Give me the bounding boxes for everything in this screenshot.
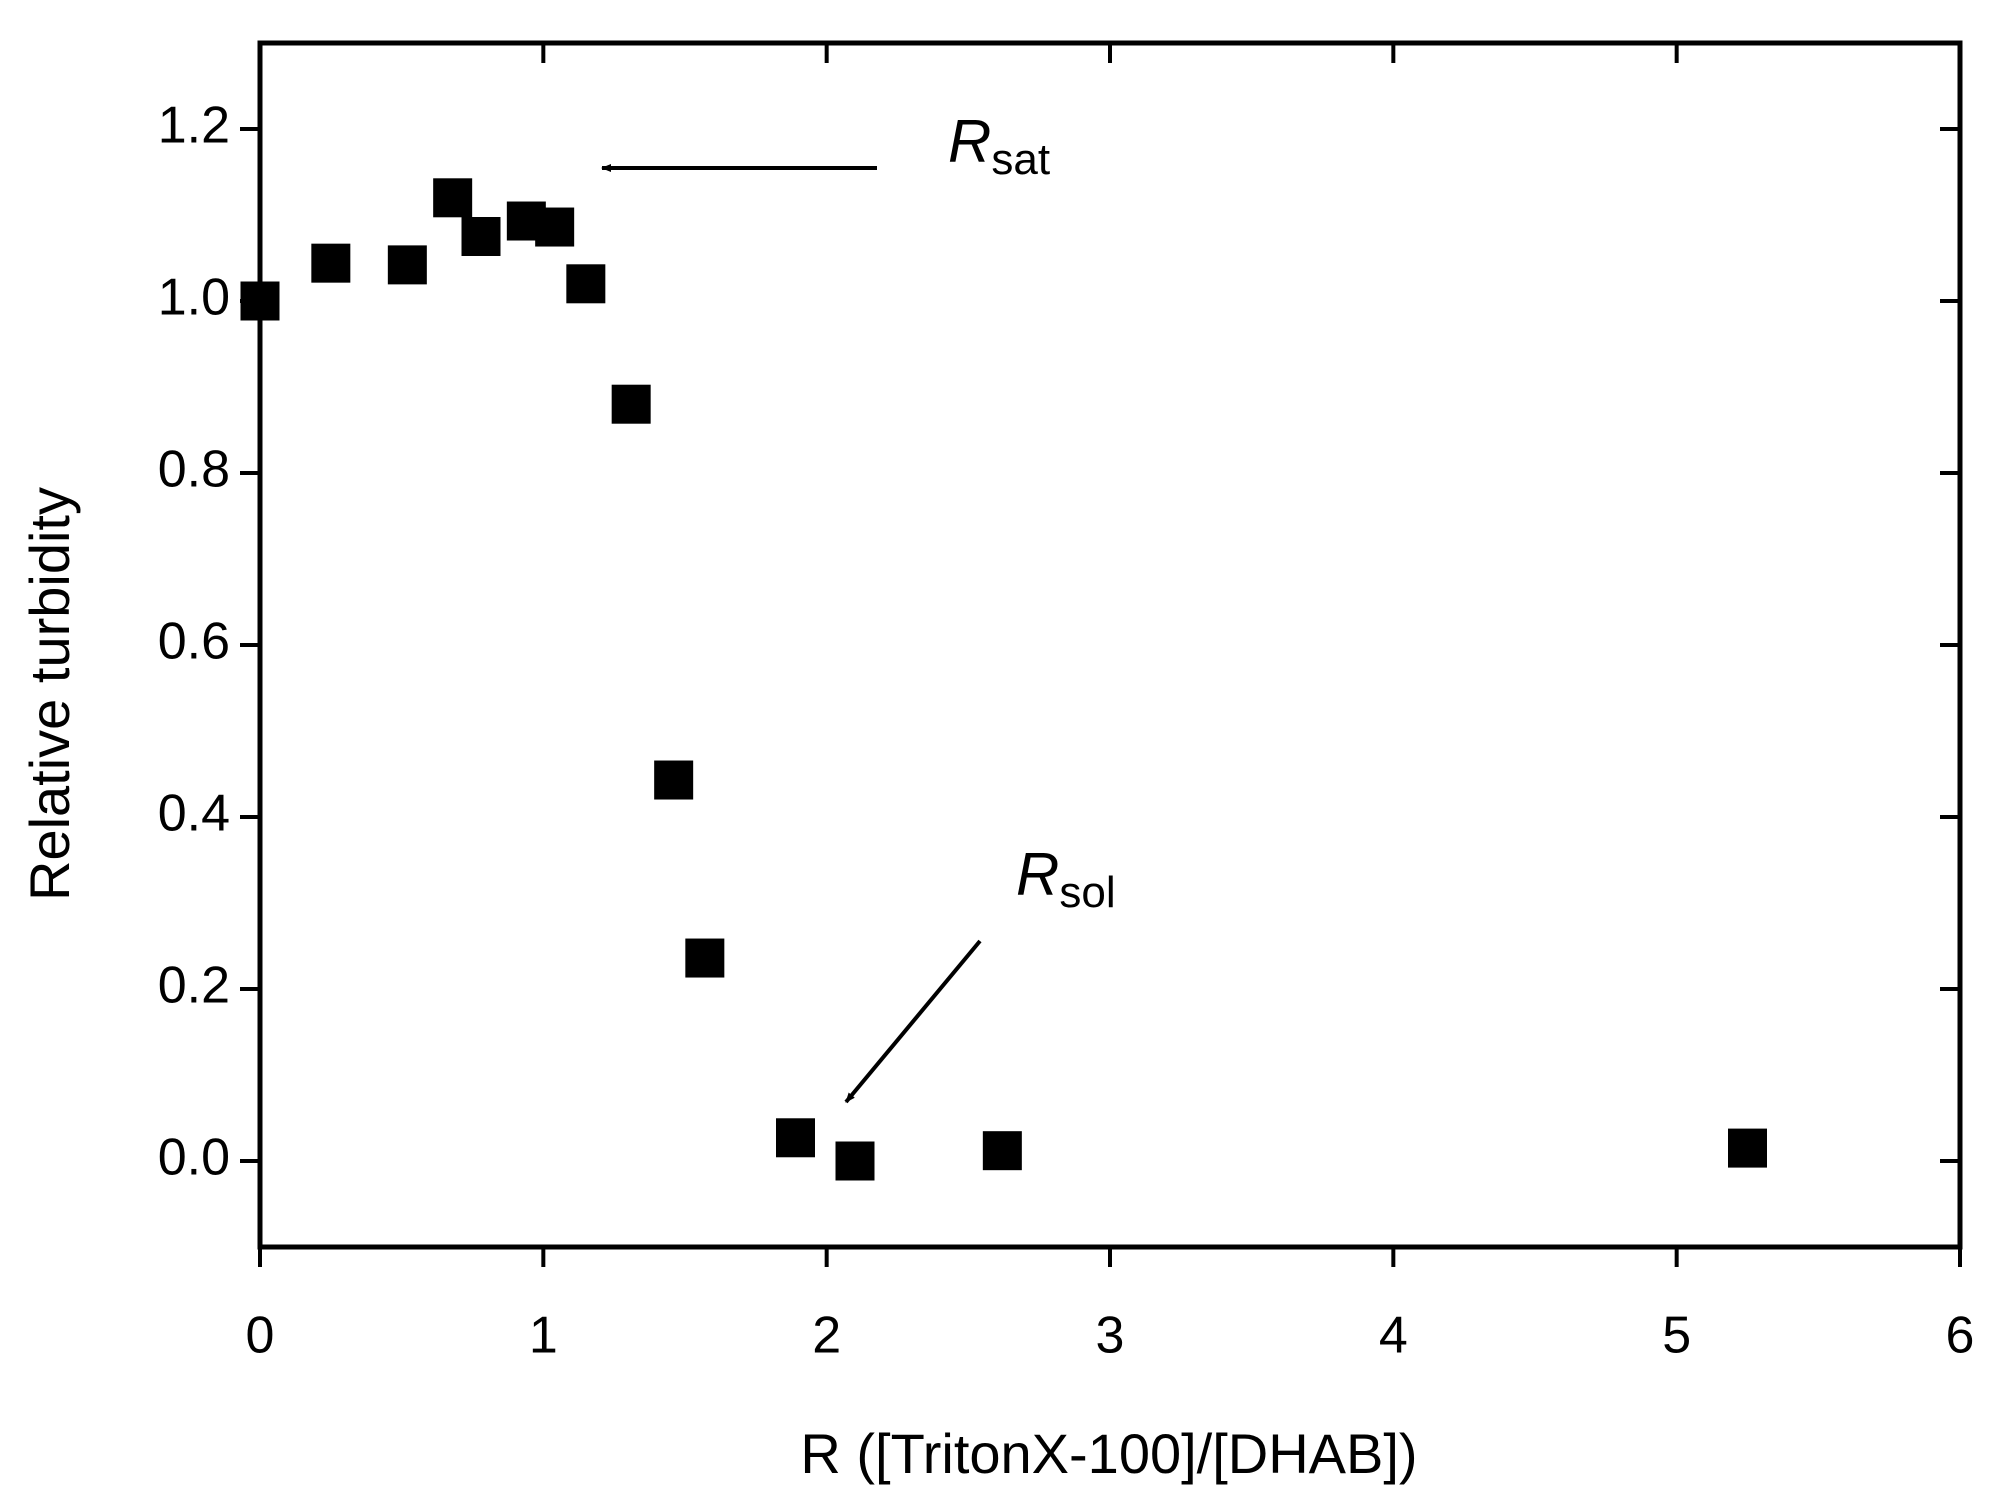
- point: [654, 760, 694, 800]
- annotation-text: R: [1016, 841, 1059, 908]
- x-tick-label: 3: [1096, 1307, 1125, 1365]
- point: [387, 245, 427, 285]
- y-tick-label: 0.2: [158, 957, 230, 1015]
- point: [311, 243, 351, 283]
- y-axis-label: Relative turbidity: [18, 487, 81, 901]
- x-tick-label: 5: [1662, 1307, 1691, 1365]
- point: [1728, 1128, 1767, 1168]
- annotation: Rsol: [1016, 841, 1116, 917]
- y-tick-label: 1.0: [158, 269, 230, 327]
- y-tick-label: 0.8: [158, 441, 230, 499]
- x-axis-label: R ([TritonX-100]/[DHAB]): [800, 1422, 1417, 1485]
- point: [433, 178, 473, 218]
- annotation-sub: sol: [1059, 868, 1115, 917]
- y-tick-label: 0.4: [158, 785, 230, 843]
- point: [535, 207, 575, 247]
- x-tick-label: 6: [1946, 1307, 1975, 1365]
- y-tick-label: 1.2: [158, 97, 230, 155]
- point: [835, 1141, 875, 1181]
- point: [685, 938, 725, 978]
- annotation-sub: sat: [991, 135, 1050, 184]
- x-tick-label: 1: [529, 1307, 558, 1365]
- point: [240, 281, 280, 321]
- annotation: Rsat: [948, 108, 1050, 184]
- point: [776, 1118, 815, 1158]
- annotation-arrow: [844, 939, 982, 1104]
- point: [611, 384, 651, 424]
- point: [461, 217, 501, 256]
- y-tick-label: 0.6: [158, 613, 230, 671]
- x-tick-label: 4: [1379, 1307, 1408, 1365]
- x-tick-label: 2: [812, 1307, 841, 1365]
- point: [566, 264, 606, 304]
- x-tick-label: 0: [246, 1307, 275, 1365]
- point: [982, 1131, 1022, 1171]
- y-tick-label: 0.0: [158, 1129, 230, 1187]
- annotation-text: R: [948, 108, 991, 175]
